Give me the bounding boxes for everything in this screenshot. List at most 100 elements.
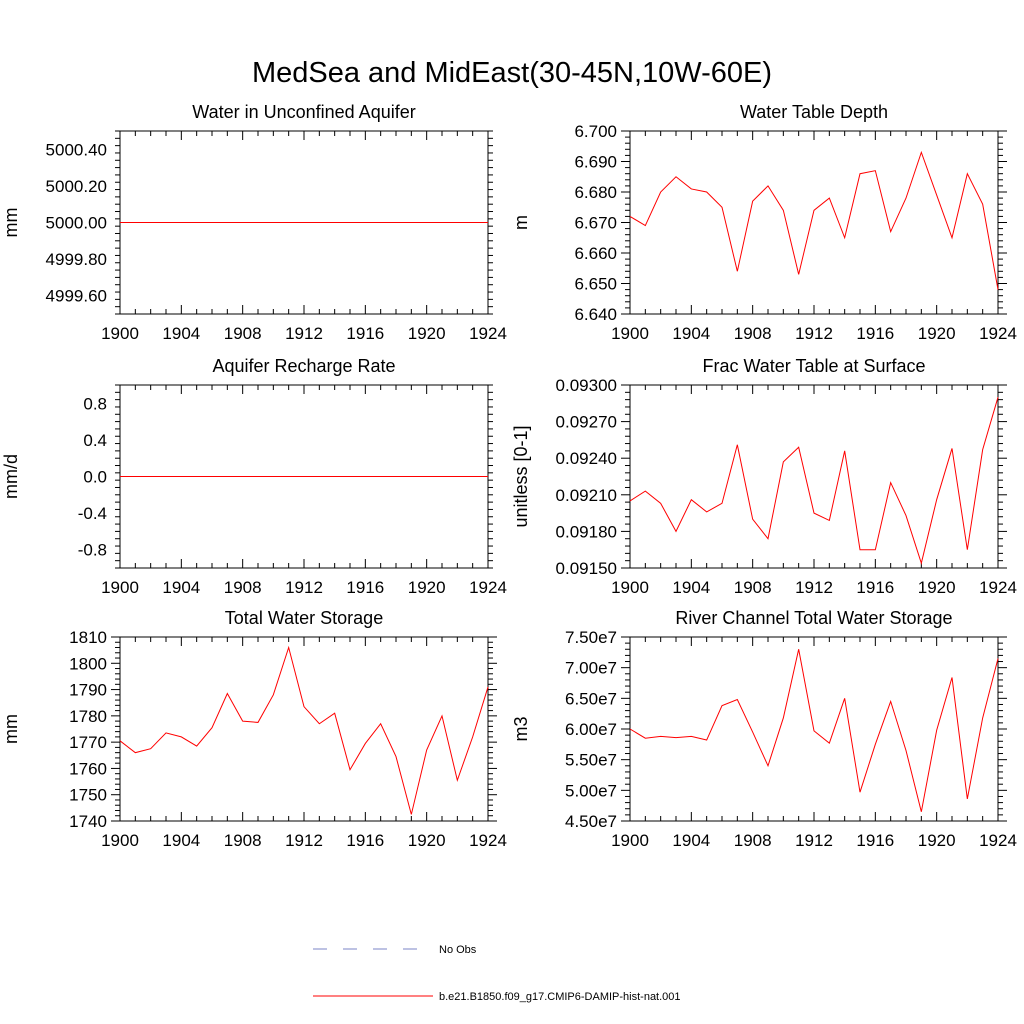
- x-tick-label: 1904: [672, 831, 710, 850]
- x-tick-label: 1916: [346, 324, 384, 343]
- y-tick-label: 0.09150: [556, 559, 617, 578]
- chart-panel-4: Frac Water Table at Surface unitless [0-1…: [511, 356, 1017, 597]
- x-tick-label: 1912: [795, 578, 833, 597]
- x-tick-label: 1908: [224, 578, 262, 597]
- x-tick-label: 1920: [408, 831, 446, 850]
- chart-panel-5: Total Water Storage mm 1900 1904 1908 1912 191…: [1, 608, 507, 850]
- x-tick-label: 1904: [672, 324, 710, 343]
- x-tick-label: 1912: [795, 324, 833, 343]
- plot-frame: [629, 384, 999, 569]
- x-tick-label: 1912: [285, 578, 323, 597]
- y-tick-label: 5000.20: [46, 177, 107, 196]
- y-axis-label: m3: [511, 716, 531, 741]
- y-tick-label: 0.4: [83, 431, 107, 450]
- x-tick-label: 1904: [162, 831, 200, 850]
- x-tick-label: 1924: [979, 578, 1017, 597]
- plot-frame: [629, 130, 999, 315]
- y-tick-label: 4.50e7: [565, 812, 617, 831]
- y-tick-label: 6.660: [574, 244, 617, 263]
- x-tick-label: 1924: [979, 324, 1017, 343]
- y-axis-label: mm/d: [1, 454, 21, 499]
- y-tick-label: 5000.00: [46, 214, 107, 233]
- chart-title: Aquifer Recharge Rate: [212, 356, 395, 376]
- x-tick-label: 1924: [469, 831, 507, 850]
- y-tick-label: 4999.60: [46, 287, 107, 306]
- y-tick-label: 0.09180: [556, 522, 617, 541]
- x-tick-label: 1900: [101, 831, 139, 850]
- x-tick-label: 1916: [856, 831, 894, 850]
- series-line: [119, 645, 489, 815]
- y-tick-label: 5.50e7: [565, 751, 617, 770]
- y-tick-label: 6.670: [574, 214, 617, 233]
- x-tick-label: 1912: [285, 831, 323, 850]
- y-tick-label: 1800: [69, 654, 107, 673]
- x-tick-label: 1924: [469, 324, 507, 343]
- y-tick-label: 1740: [69, 812, 107, 831]
- y-axis-label: mm: [1, 208, 21, 238]
- chart-panel-3: Aquifer Recharge Rate mm/d 1900 1904 1908 191…: [1, 356, 507, 597]
- x-tick-label: 1904: [162, 324, 200, 343]
- x-tick-label: 1920: [918, 831, 956, 850]
- y-tick-label: 7.50e7: [565, 628, 617, 647]
- x-tick-label: 1900: [611, 578, 649, 597]
- y-tick-label: 1770: [69, 733, 107, 752]
- x-tick-label: 1908: [734, 324, 772, 343]
- y-axis-label: mm: [1, 714, 21, 744]
- chart-title: Total Water Storage: [225, 608, 383, 628]
- y-tick-label: 0.09300: [556, 376, 617, 395]
- x-tick-label: 1900: [101, 578, 139, 597]
- y-tick-label: 6.700: [574, 122, 617, 141]
- plot-frame: [119, 636, 489, 822]
- x-tick-label: 1916: [346, 831, 384, 850]
- y-tick-label: 6.50e7: [565, 689, 617, 708]
- chart-title: Frac Water Table at Surface: [702, 356, 925, 376]
- series-line: [629, 649, 999, 812]
- y-tick-label: 1810: [69, 628, 107, 647]
- x-tick-label: 1912: [795, 831, 833, 850]
- y-tick-label: 6.640: [574, 305, 617, 324]
- x-tick-label: 1908: [734, 831, 772, 850]
- x-tick-label: 1900: [101, 324, 139, 343]
- chart-panel-2: Water Table Depth m 1900 1904 1908 1912 1916 19…: [511, 102, 1017, 343]
- y-axis-label: m: [511, 215, 531, 230]
- y-tick-label: 6.690: [574, 153, 617, 172]
- y-tick-label: 5.00e7: [565, 781, 617, 800]
- y-tick-label: 0.09270: [556, 413, 617, 432]
- y-tick-label: -0.4: [78, 504, 107, 523]
- chart-title: River Channel Total Water Storage: [675, 608, 952, 628]
- x-tick-label: 1916: [856, 578, 894, 597]
- y-tick-label: 6.650: [574, 275, 617, 294]
- chart-panel-6: River Channel Total Water Storage m3 1900 1…: [511, 608, 1017, 850]
- x-tick-label: 1920: [408, 324, 446, 343]
- x-tick-label: 1920: [408, 578, 446, 597]
- legend-label-model: b.e21.B1850.f09_g17.CMIP6-DAMIP-hist-nat…: [439, 991, 681, 1003]
- y-tick-label: 1780: [69, 707, 107, 726]
- chart-title: Water Table Depth: [740, 102, 888, 122]
- y-tick-label: 4999.80: [46, 250, 107, 269]
- x-tick-label: 1908: [734, 578, 772, 597]
- y-tick-label: -0.8: [78, 541, 107, 560]
- x-tick-label: 1908: [224, 324, 262, 343]
- y-tick-label: 1790: [69, 681, 107, 700]
- x-tick-label: 1924: [979, 831, 1017, 850]
- y-tick-label: 7.00e7: [565, 659, 617, 678]
- chart-panel-1: Water in Unconfined Aquifer mm 1900 1904 190…: [1, 102, 507, 343]
- y-tick-label: 1750: [69, 786, 107, 805]
- x-tick-label: 1908: [224, 831, 262, 850]
- x-tick-label: 1900: [611, 324, 649, 343]
- x-tick-label: 1920: [918, 324, 956, 343]
- y-tick-label: 0.09240: [556, 449, 617, 468]
- x-tick-label: 1912: [285, 324, 323, 343]
- series-line: [629, 397, 999, 565]
- y-tick-label: 0.8: [83, 394, 107, 413]
- y-tick-label: 0.0: [83, 468, 107, 487]
- legend-label-no-obs: No Obs: [439, 944, 477, 956]
- x-tick-label: 1920: [918, 578, 956, 597]
- y-axis-label: unitless [0-1]: [511, 425, 531, 527]
- y-tick-label: 0.09210: [556, 486, 617, 505]
- series-line: [629, 150, 999, 290]
- x-tick-label: 1916: [856, 324, 894, 343]
- y-tick-label: 6.00e7: [565, 720, 617, 739]
- x-tick-label: 1916: [346, 578, 384, 597]
